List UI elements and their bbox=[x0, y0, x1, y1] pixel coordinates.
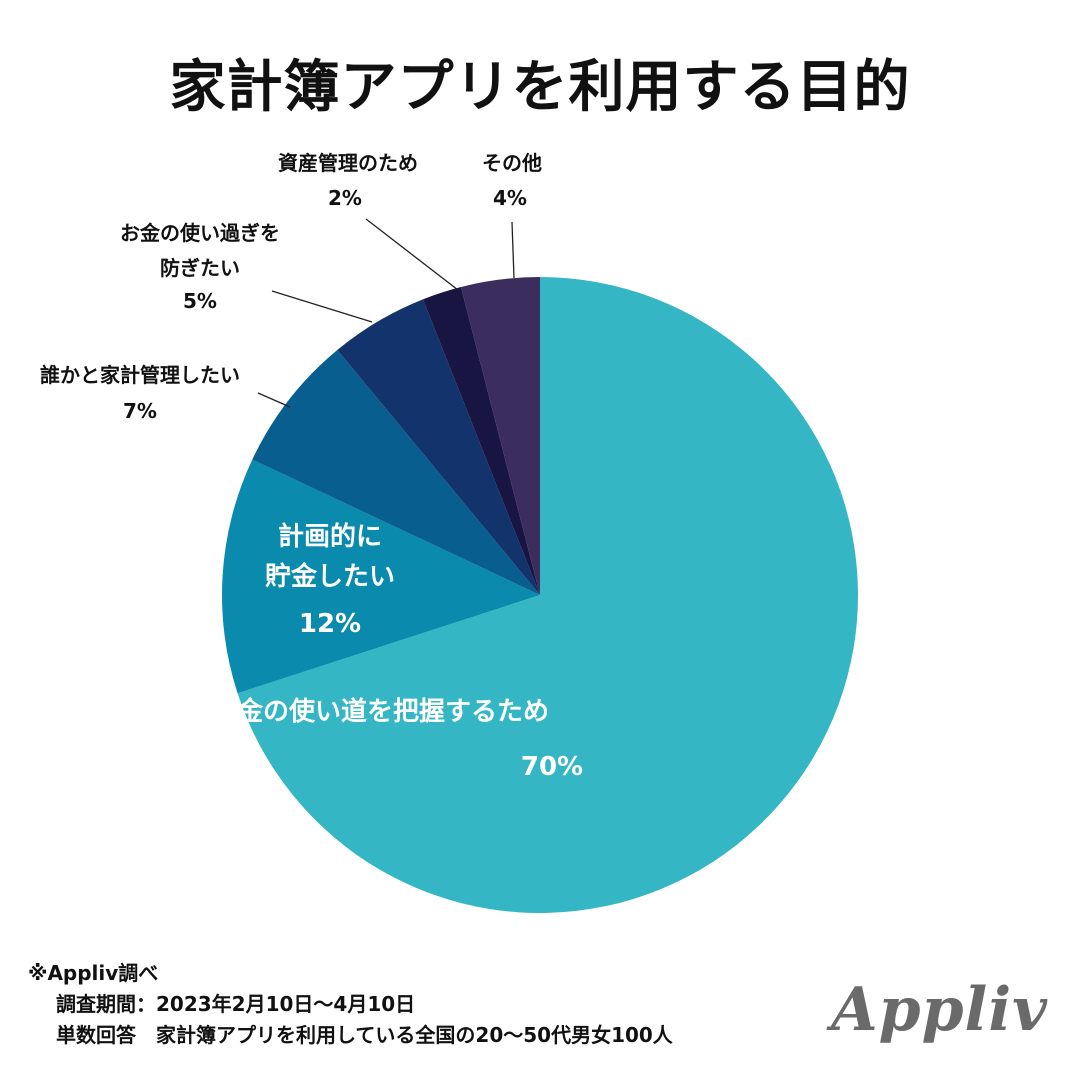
survey-period: 調査期間：2023年2月10日〜4月10日 bbox=[56, 992, 416, 1016]
leader-line bbox=[257, 392, 291, 408]
slice-value-label: 70% bbox=[521, 752, 583, 782]
slice-label: その他 bbox=[482, 151, 542, 175]
slice-label: 貯金したい bbox=[265, 561, 395, 592]
slice-value-label: 5% bbox=[183, 289, 217, 313]
pie-slice bbox=[460, 277, 540, 595]
slice-label: お金の使い過ぎを bbox=[120, 221, 280, 245]
leader-line bbox=[511, 221, 515, 279]
pie-slice bbox=[252, 349, 540, 595]
slice-label: 誰かと家計管理したい bbox=[40, 363, 240, 387]
slice-label: 防ぎたい bbox=[160, 256, 240, 280]
chart-title: 家計簿アプリを利用する目的 bbox=[169, 55, 911, 120]
appliv-logo: Appliv bbox=[831, 975, 1048, 1045]
source-note: ※Appliv調べ bbox=[28, 961, 159, 985]
slice-label: 資産管理のため bbox=[278, 151, 418, 175]
leader-line bbox=[365, 218, 459, 291]
leader-line bbox=[271, 290, 373, 323]
slice-label: お金の使い道を把握するため bbox=[211, 696, 549, 727]
survey-respondents: 単数回答 家計簿アプリを利用している全国の20〜50代男女100人 bbox=[56, 1023, 673, 1047]
pie-slice bbox=[237, 277, 858, 913]
pie-slice bbox=[337, 299, 540, 595]
pie-slice bbox=[221, 459, 540, 694]
slice-value-label: 7% bbox=[123, 399, 157, 423]
footer-notes: ※Appliv調べ 調査期間：2023年2月10日〜4月10日 単数回答 家計簿… bbox=[28, 958, 673, 1051]
slice-label: 計画的に bbox=[278, 521, 382, 552]
slice-value-label: 2% bbox=[328, 186, 362, 210]
pie-slice bbox=[422, 286, 540, 595]
slice-value-label: 12% bbox=[299, 609, 361, 639]
slice-value-label: 4% bbox=[493, 186, 527, 210]
